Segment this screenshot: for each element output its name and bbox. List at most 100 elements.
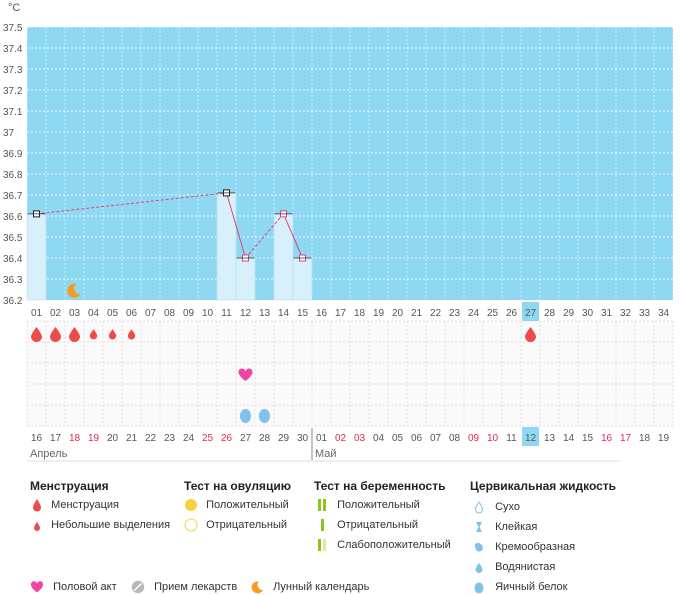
egg-white-icon [474,582,484,594]
legend-label: Лунный календарь [273,580,370,593]
cycle-day-label: 13 [259,308,271,319]
moon-icon [67,283,81,298]
outline-drop-icon [474,501,484,514]
calendar-date-label: 27 [240,433,252,444]
double-bar-icon [318,499,326,511]
cycle-day-label: 15 [297,308,309,319]
y-axis-ticks: 36.2 36.3 36.4 36.5 36.6 36.7 36.8 36.9 37 37.1 37… [3,23,23,307]
small-blood-drop-icon [34,522,40,531]
legend-label: Положительный [206,498,289,511]
moon-markers [67,283,81,298]
filled-circle-icon [185,499,197,511]
legend-label: Положительный [337,498,420,511]
y-tick-label: 37.2 [3,86,23,97]
moon-icon [251,581,263,594]
temperature-series [27,189,312,262]
calendar-date-label: 30 [297,433,309,444]
cycle-day-label: 18 [354,308,366,319]
temperature-segment [226,192,246,259]
cycle-day-label: 25 [487,308,499,319]
cycle-day-label: 19 [373,308,385,319]
y-tick-label: 37.5 [3,23,23,34]
legend-ovulation-positive: Положительный [184,498,289,512]
calendar-date-label: 29 [278,433,290,444]
legend-pregnancy-positive: Положительный [316,498,420,512]
legend-cervical-sticky: Клейкая [474,520,537,534]
heart-icon [30,581,44,593]
month-label: Апрель [30,448,68,460]
cycle-day-label: 07 [145,308,157,319]
legend-ovulation-negative: Отрицательный [184,518,287,532]
y-tick-label: 36.4 [3,254,23,265]
calendar-date-label: 23 [164,433,176,444]
hourglass-icon [476,522,482,532]
cycle-day-label: 22 [430,308,442,319]
calendar-date-label: 07 [430,433,442,444]
cycle-day-label: 12 [240,308,252,319]
calendar-date-label: 25 [202,433,214,444]
menstruation-drop-icon [127,329,136,340]
single-bar-icon [321,519,324,531]
calendar-date-label: 11 [506,433,517,444]
cycle-day-labels: 01 02 03 04 05 06 07 08 09 10 11 12 13 14 15 16 17 18 19 20… [31,302,669,321]
cycle-day-label: 10 [202,308,214,319]
cycle-day-label: 33 [639,308,651,319]
y-tick-label: 36.5 [3,233,23,244]
calendar-date-label: 02 [335,433,347,444]
y-tick-label: 36.3 [3,275,23,286]
cycle-day-label: 21 [411,308,423,319]
legend-label: Менструация [51,498,119,511]
legend-label: Клейкая [495,520,538,533]
cycle-day-label: 26 [506,308,518,319]
legend-label: Прием лекарств [154,580,238,593]
calendar-date-label: 13 [544,433,556,444]
cycle-day-label: 03 [69,308,81,319]
menstruation-drop-icon [69,327,80,342]
legend-label: Половой акт [53,580,117,593]
calendar-date-label: 12 [525,433,537,444]
temperature-segment [283,213,303,259]
calendar-date-label: 17 [620,433,632,444]
faint-bar-icon [318,539,326,551]
calendar-date-label: 28 [259,433,271,444]
temperature-segment [36,192,227,215]
legend-cervical-eggwhite: Яичный белок [474,580,567,594]
egg-white-icon [240,409,251,423]
calendar-date-label: 17 [50,433,62,444]
legend-pregnancy-faint: Слабоположительный [316,538,451,552]
calendar-date-label: 18 [69,433,81,444]
month-labels: Апрель Май [27,428,620,462]
calendar-date-label: 22 [145,433,157,444]
symptom-grid [26,320,674,427]
symptom-markers [31,327,536,423]
cycle-day-label: 11 [221,308,232,319]
legend-label: Водянистая [495,560,556,573]
cycle-day-label: 20 [392,308,404,319]
calendar-date-label: 05 [392,433,404,444]
legend-label: Слабоположительный [337,538,451,551]
y-tick-label: 37.4 [3,44,23,55]
calendar-date-label: 10 [487,433,499,444]
cycle-day-label: 24 [468,308,480,319]
legend-menstruation-item: Менструация [32,498,119,512]
legend-label: Отрицательный [206,518,288,531]
temperature-bar [26,213,47,301]
y-tick-label: 37.3 [3,65,23,76]
highlight-day-box [522,302,539,321]
legend-medication: Прием лекарств [131,580,237,594]
egg-white-icon [259,409,270,423]
temperature-bar [273,213,294,301]
y-tick-label: 37.1 [3,107,23,118]
blood-drop-icon [33,499,41,512]
temperature-chart: °C 36.2 36.3 36.4 36.5 36.6 36.7 36.8 36.9 37 37.… [3,2,674,462]
calendar-date-label: 19 [88,433,100,444]
cycle-day-label: 30 [582,308,594,319]
cycle-day-label: 32 [620,308,632,319]
cycle-day-label: 29 [563,308,575,319]
calendar-date-label: 24 [183,433,195,444]
water-drop-icon [475,563,483,573]
y-tick-label: 36.9 [3,149,23,160]
calendar-date-label: 15 [582,433,594,444]
empty-circle-icon [184,518,198,532]
cycle-day-label: 28 [544,308,556,319]
